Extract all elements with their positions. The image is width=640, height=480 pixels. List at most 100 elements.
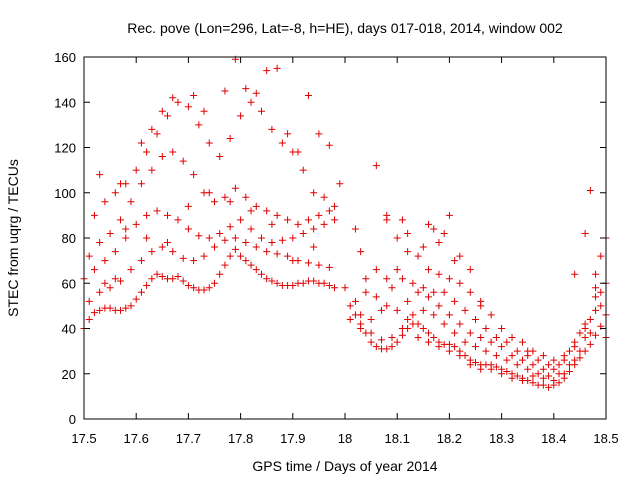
data-point [164,112,172,120]
data-point [310,277,318,285]
data-point [127,302,135,310]
x-axis-label: GPS time / Days of year 2014 [252,458,437,474]
data-point [357,248,365,256]
data-point [132,295,140,303]
y-tick-label: 140 [54,95,76,110]
data-point [445,347,453,355]
data-point [586,186,594,194]
data-point [143,234,151,242]
data-point [388,334,396,342]
x-tick-label: 17.9 [280,431,305,446]
data-point [304,259,312,267]
data-point [174,216,182,224]
data-point [268,125,276,133]
data-point [581,229,589,237]
data-point [592,270,600,278]
data-point [184,225,192,233]
data-point [466,288,474,296]
data-point [310,189,318,197]
data-point [320,279,328,287]
data-point [132,220,140,228]
data-point [451,329,459,337]
x-axis-ticks: 17.5 17.6 17.7 17.8 17.9 18 18.1 18.2 18.3 18.4 18… [71,57,619,446]
data-point [205,284,213,292]
data-point [96,306,104,314]
data-point [440,229,448,237]
data-point [122,225,130,233]
x-tick-label: 17.6 [124,431,149,446]
data-point [409,311,417,319]
data-point [211,243,218,251]
data-point [445,311,453,319]
data-point [190,171,198,179]
data-point [200,107,208,115]
data-point [221,87,229,95]
data-point [346,315,354,323]
data-point [425,338,433,346]
data-point [242,85,250,93]
data-point [545,383,553,391]
data-point [518,356,526,364]
data-point [289,257,297,265]
data-point [555,379,563,387]
data-point [205,189,213,197]
data-point [393,338,401,346]
data-point [576,354,584,362]
data-point [430,225,438,233]
data-point [362,288,370,296]
data-point [518,377,526,385]
data-point [263,67,271,75]
data-point [419,243,427,251]
data-point [137,139,145,147]
data-point [190,284,198,292]
data-point [174,272,182,280]
data-point [372,162,380,170]
data-point [435,302,443,310]
data-point [565,347,573,355]
data-point [226,198,234,206]
data-point [518,338,526,346]
data-point [268,277,276,285]
data-point [378,306,386,314]
data-point [263,275,271,283]
data-point [90,266,98,274]
data-point [137,257,145,265]
data-point [466,266,474,274]
y-tick-label: 20 [62,367,76,382]
data-point [477,297,485,305]
data-point [148,248,156,256]
data-point [508,374,516,382]
data-point [461,338,469,346]
data-point [592,284,600,292]
data-point [96,239,104,247]
data-point [539,365,547,373]
data-point [372,266,380,274]
data-point [96,171,104,179]
data-point [513,372,521,380]
data-point [477,365,485,373]
data-point [435,343,443,351]
data-point [414,288,422,296]
data-point [398,331,406,339]
data-point [106,284,114,292]
data-point [273,64,281,72]
data-point [221,193,229,201]
data-point [524,347,532,355]
chart-title: Rec. pove (Lon=296, Lat=-8, h=HE), days … [127,20,563,36]
data-point [148,166,156,174]
data-point [304,91,312,99]
data-point [111,275,119,283]
data-point [216,229,224,237]
data-point [581,334,589,342]
data-point [597,302,605,310]
data-point [425,220,433,228]
data-point [383,275,391,283]
data-point [388,343,396,351]
data-point [90,211,98,219]
data-point [331,216,339,224]
data-point [372,293,380,301]
data-point [153,130,161,138]
data-point [195,232,203,240]
data-point [529,372,537,380]
